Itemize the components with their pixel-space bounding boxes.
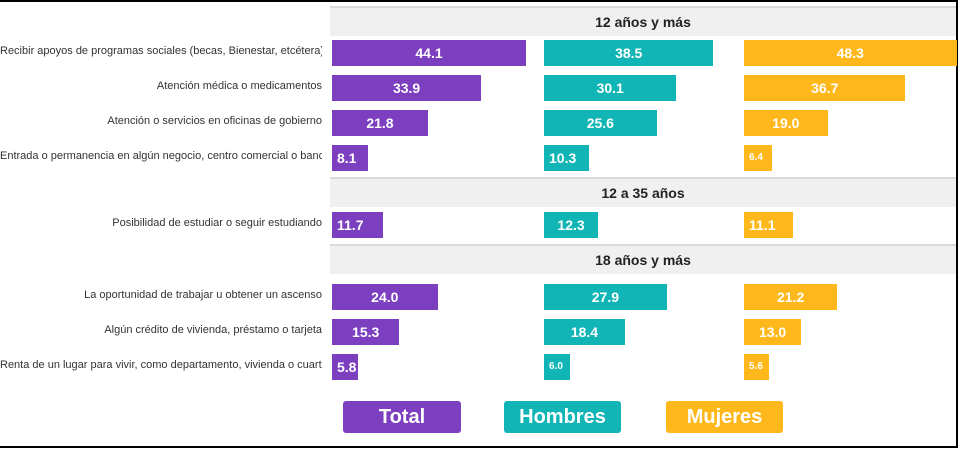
bar-hombres	[544, 40, 714, 66]
bar-value-label: 24.0	[371, 289, 399, 305]
bar-total	[332, 354, 358, 380]
bar-value-label: 38.5	[615, 45, 643, 61]
group-separator	[330, 177, 956, 179]
bar-value-label: 21.8	[366, 115, 394, 131]
bar-value-label: 25.6	[586, 115, 614, 131]
category-label: Atención médica o medicamentos	[156, 80, 322, 92]
bar-value-label: 33.9	[392, 80, 421, 96]
bar-mujeres	[744, 319, 802, 345]
bar-value-label: 13.0	[758, 324, 787, 340]
bar-total	[332, 212, 384, 238]
bar-total	[332, 40, 527, 66]
category-label: Algún crédito de vivienda, préstamo o ta…	[104, 324, 322, 336]
group-separator	[330, 6, 956, 8]
bar-value-label: 18.4	[570, 324, 599, 340]
group-band	[330, 179, 956, 207]
category-label: Entrada o permanencia en algún negocio, …	[0, 150, 322, 162]
bar-value-label: 21.2	[777, 289, 805, 305]
bar-value-label: 48.3	[836, 45, 864, 61]
legend-mujeres: Mujeres	[666, 401, 783, 433]
group-title: 12 años y más	[595, 14, 691, 30]
group-band	[330, 246, 956, 274]
bar-mujeres	[744, 75, 906, 101]
bar-value-label: 6.0	[549, 361, 563, 372]
group-title: 12 a 35 años	[601, 185, 685, 201]
bar-hombres	[544, 284, 667, 310]
bar-value-label: 19.0	[772, 115, 800, 131]
bar-hombres	[544, 212, 599, 238]
category-label: Renta de un lugar para vivir, como depar…	[0, 359, 322, 371]
group-title: 18 años y más	[595, 252, 691, 268]
bar-value-label: 15.3	[352, 324, 380, 340]
bar-value-label: 5.8	[337, 359, 357, 375]
category-label: Atención o servicios en oficinas de gobi…	[107, 115, 322, 127]
bar-total	[332, 284, 438, 310]
bar-total	[332, 145, 368, 171]
bar-value-label: 30.1	[596, 80, 624, 96]
legend-total: Total	[343, 401, 461, 433]
bar-mujeres	[744, 354, 769, 380]
group-separator	[330, 244, 956, 246]
bar-hombres	[544, 75, 677, 101]
bar-value-label: 12.3	[557, 217, 585, 233]
bar-value-label: 10.3	[549, 150, 577, 166]
bar-value-label: 36.7	[811, 80, 839, 96]
legend-hombres: Hombres	[504, 401, 621, 433]
bar-value-label: 44.1	[415, 45, 443, 61]
bar-value-label: 11.1	[749, 217, 776, 233]
group-band	[330, 8, 956, 36]
bar-mujeres	[744, 40, 957, 66]
bar-value-label: 8.1	[337, 150, 357, 166]
bar-value-label: 5.6	[749, 361, 763, 372]
bar-mujeres	[744, 110, 828, 136]
bar-mujeres	[744, 284, 838, 310]
bar-total	[332, 319, 400, 345]
bar-total	[332, 75, 482, 101]
category-label: Posibilidad de estudiar o seguir estudia…	[112, 217, 322, 229]
bar-value-label: 6.4	[749, 152, 763, 163]
bar-value-label: 27.9	[591, 289, 619, 305]
bar-mujeres	[744, 145, 773, 171]
category-label: Recibir apoyos de programas sociales (be…	[0, 45, 322, 57]
bar-mujeres	[744, 212, 793, 238]
bar-hombres	[544, 354, 571, 380]
bar-value-label: 11.7	[337, 217, 364, 233]
bar-hombres	[544, 319, 625, 345]
bar-hombres	[544, 110, 657, 136]
bar-total	[332, 110, 428, 136]
category-label: La oportunidad de trabajar u obtener un …	[84, 289, 322, 301]
bar-hombres	[544, 145, 590, 171]
